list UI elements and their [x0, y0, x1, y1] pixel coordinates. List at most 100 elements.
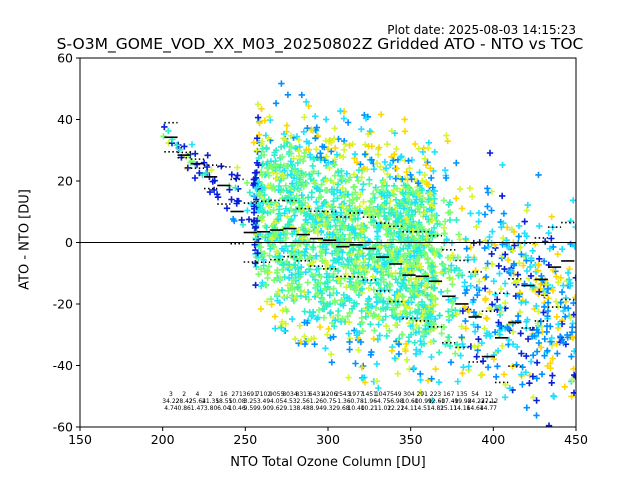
scatter-point	[279, 171, 287, 178]
scatter-point	[421, 301, 428, 309]
scatter-point	[365, 261, 372, 269]
scatter-point	[324, 218, 332, 225]
scatter-point	[381, 192, 388, 199]
scatter-point	[509, 341, 517, 348]
scatter-point	[351, 183, 358, 190]
scatter-point	[409, 262, 416, 269]
scatter-point	[445, 313, 452, 320]
scatter-point	[424, 377, 432, 384]
scatter-point	[270, 243, 277, 251]
scatter-point	[264, 274, 271, 282]
scatter-point	[297, 287, 304, 295]
scatter-point	[372, 208, 379, 215]
scatter-point	[345, 319, 353, 326]
scatter-point	[504, 224, 511, 231]
scatter-point	[465, 363, 472, 370]
scatter-point	[540, 258, 548, 265]
scatter-point	[526, 380, 533, 387]
scatter-point	[160, 133, 167, 140]
scatter-point	[407, 275, 415, 283]
scatter-point	[474, 291, 481, 299]
scatter-point	[540, 309, 547, 316]
scatter-point	[313, 198, 320, 206]
x-tick-label: 250	[233, 432, 257, 447]
scatter-point	[502, 251, 509, 258]
scatter-point	[259, 279, 266, 286]
scatter-point	[488, 188, 495, 195]
scatter-point	[296, 322, 303, 329]
scatter-point	[299, 235, 306, 242]
scatter-point	[294, 284, 302, 291]
scatter-point	[415, 180, 422, 187]
scatter-point	[272, 325, 279, 332]
scatter-point	[393, 246, 401, 253]
scatter-point	[418, 252, 426, 259]
scatter-point	[476, 310, 483, 318]
scatter-point	[502, 394, 509, 401]
scatter-point	[233, 175, 240, 182]
scatter-point	[432, 365, 439, 373]
scatter-point	[379, 271, 386, 279]
scatter-point	[481, 325, 488, 332]
bin-mean-label: -12.60	[426, 398, 446, 405]
scatter-point	[270, 206, 277, 214]
scatter-point	[268, 185, 276, 192]
scatter-point	[317, 229, 325, 236]
scatter-point	[445, 308, 452, 315]
bin-mean-label: -1.96	[362, 398, 378, 405]
scatter-point	[350, 246, 357, 254]
scatter-point	[448, 306, 455, 313]
scatter-point	[268, 301, 275, 308]
scatter-point	[290, 276, 297, 283]
scatter-point	[345, 176, 353, 183]
bin-std-label: 0.86	[178, 405, 192, 412]
scatter-point	[258, 282, 265, 290]
scatter-point	[482, 273, 490, 281]
scatter-point	[328, 359, 335, 366]
scatter-point	[456, 236, 463, 243]
scatter-point	[291, 294, 298, 302]
scatter-point	[272, 100, 280, 107]
scatter-point	[533, 397, 540, 404]
scatter-point	[319, 296, 326, 303]
scatter-point	[385, 264, 392, 271]
bin-count-label: 6431	[309, 391, 324, 398]
scatter-point	[260, 256, 267, 263]
scatter-point	[370, 286, 377, 293]
scatter-point	[449, 252, 456, 259]
scatter-point	[453, 195, 460, 202]
scatter-point	[429, 184, 437, 191]
scatter-point	[538, 323, 545, 331]
scatter-point	[561, 383, 568, 390]
scatter-point	[294, 159, 301, 167]
scatter-point	[327, 334, 334, 341]
scatter-point	[279, 153, 286, 161]
scatter-point	[352, 360, 359, 367]
scatter-point	[548, 213, 555, 220]
scatter-point	[381, 158, 389, 166]
scatter-point	[369, 312, 377, 320]
scatter-point	[412, 286, 419, 294]
scatter-point	[407, 287, 414, 294]
scatter-point	[426, 190, 434, 197]
scatter-point	[323, 274, 330, 281]
scatter-point	[334, 195, 341, 202]
scatter-point	[282, 320, 289, 327]
scatter-point	[302, 269, 309, 276]
scatter-point	[323, 153, 330, 160]
scatter-point	[234, 164, 241, 171]
scatter-point	[278, 80, 285, 87]
scatter-point	[379, 316, 387, 324]
scatter-point	[389, 250, 396, 257]
scatter-point	[410, 326, 417, 333]
scatter-point	[421, 171, 428, 179]
bin-count-label: 304	[403, 391, 415, 398]
scatter-point	[293, 133, 301, 140]
scatter-point	[505, 336, 513, 344]
scatter-point	[339, 202, 346, 210]
scatter-point	[445, 268, 452, 275]
scatter-point	[500, 210, 508, 217]
scatter-point	[421, 155, 429, 162]
scatter-point	[435, 379, 443, 386]
scatter-point	[253, 217, 261, 225]
